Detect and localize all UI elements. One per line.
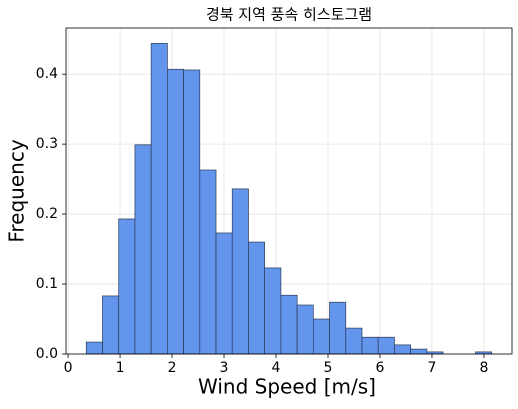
bar [361, 336, 379, 355]
y-tick-label: 0.1 [36, 276, 58, 292]
bar [150, 43, 168, 355]
bar [345, 327, 363, 355]
y-tick-label: 0.2 [36, 206, 58, 222]
bar [85, 341, 103, 355]
bar [410, 348, 428, 355]
bar [394, 344, 411, 355]
chart-title: 경북 지역 풍속 히스토그램 [206, 6, 372, 24]
x-tick-label: 1 [116, 360, 125, 376]
bar [280, 294, 298, 355]
x-tick-label: 2 [168, 360, 177, 376]
x-axis-label: Wind Speed [m/s] [198, 375, 376, 399]
x-tick-label: 6 [376, 360, 385, 376]
bar [248, 241, 266, 355]
bar [312, 318, 330, 355]
bar [118, 218, 136, 355]
x-tick-label: 3 [220, 360, 229, 376]
plot-frame [65, 27, 513, 355]
x-tick-label: 0 [64, 360, 73, 376]
bar [377, 336, 395, 355]
bar [183, 69, 201, 355]
y-tick-label: 0.3 [36, 136, 58, 152]
bar [264, 267, 282, 355]
bar [231, 188, 249, 355]
bar [199, 169, 217, 355]
bar [329, 301, 347, 355]
bar [215, 232, 233, 355]
bar [167, 68, 184, 355]
x-tick-label: 8 [479, 360, 488, 376]
y-tick-label: 0.4 [36, 66, 58, 82]
x-tick-label: 4 [272, 360, 281, 376]
x-tick-label: 5 [324, 360, 333, 376]
bar [296, 304, 314, 355]
x-tick-label: 7 [427, 360, 436, 376]
y-axis-label: Frequency [5, 139, 29, 242]
bar [134, 144, 152, 355]
bar [102, 295, 120, 355]
y-tick-label: 0.0 [36, 346, 58, 362]
